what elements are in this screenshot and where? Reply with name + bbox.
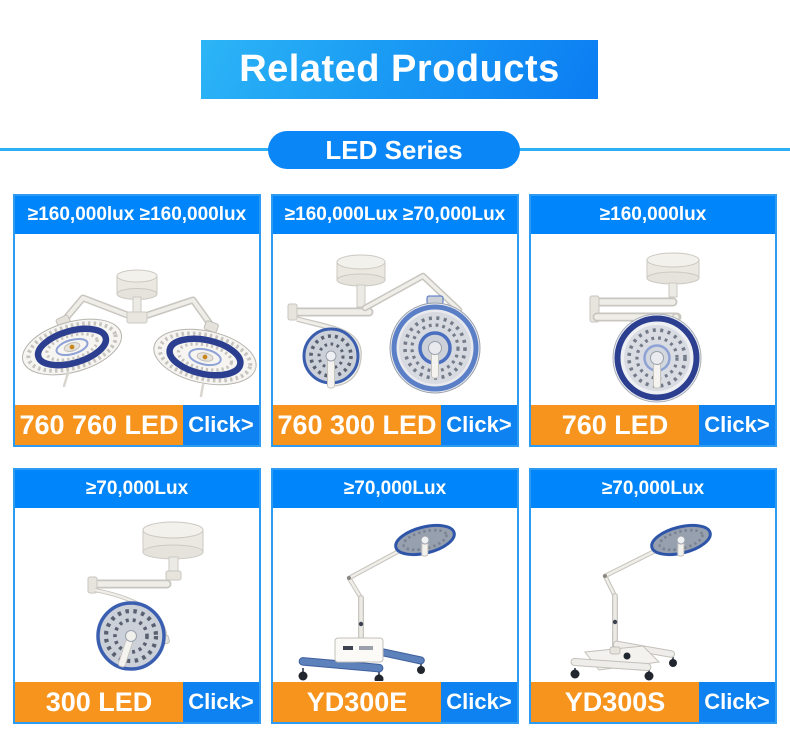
click-button[interactable]: Click>	[183, 682, 259, 722]
product-card-760-300-led[interactable]: ≥160,000Lux ≥70,000Lux	[271, 194, 519, 447]
single-head-ceiling-lamp-illustration	[87, 521, 204, 671]
dual-head-ceiling-lamp-illustration	[21, 269, 257, 398]
product-photo	[531, 508, 775, 682]
product-photo	[273, 234, 517, 405]
spec-banner: ≥160,000lux	[531, 196, 775, 234]
product-card-760-led[interactable]: ≥160,000lux	[529, 194, 777, 447]
product-card-yd300s[interactable]: ≥70,000Lux	[529, 468, 777, 724]
card-footer: 760 300 LED Click>	[273, 405, 517, 445]
spec-banner: ≥70,000Lux	[15, 470, 259, 508]
click-button[interactable]: Click>	[699, 682, 775, 722]
related-products-banner: Related Products	[201, 40, 598, 99]
product-grid-row-2: ≥70,000Lux	[13, 468, 777, 724]
card-footer: 300 LED Click>	[15, 682, 259, 722]
product-name: 760 300 LED	[273, 405, 441, 445]
click-button[interactable]: Click>	[441, 405, 517, 445]
product-name: YD300E	[273, 682, 441, 722]
product-photo	[15, 508, 259, 682]
product-name: 760 760 LED	[15, 405, 183, 445]
click-button[interactable]: Click>	[699, 405, 775, 445]
page-title: Related Products	[239, 48, 560, 90]
series-label: LED Series	[325, 134, 463, 165]
led-series-badge: LED Series	[268, 131, 520, 169]
spec-banner: ≥160,000Lux ≥70,000Lux	[273, 196, 517, 234]
product-card-300-led[interactable]: ≥70,000Lux	[13, 468, 261, 724]
card-footer: 760 LED Click>	[531, 405, 775, 445]
single-head-ceiling-lamp-illustration	[589, 252, 702, 403]
click-button[interactable]: Click>	[441, 682, 517, 722]
product-name: 760 LED	[531, 405, 699, 445]
spec-banner: ≥70,000Lux	[273, 470, 517, 508]
card-footer: 760 760 LED Click>	[15, 405, 259, 445]
product-photo	[15, 234, 259, 405]
product-name: 300 LED	[15, 682, 183, 722]
product-photo	[531, 234, 775, 405]
product-name: YD300S	[531, 682, 699, 722]
spec-banner: ≥160,000lux ≥160,000lux	[15, 196, 259, 234]
mobile-floor-lamp-illustration	[570, 523, 712, 680]
product-grid-row-1: ≥160,000lux ≥160,000lux	[13, 194, 777, 447]
product-photo	[273, 508, 517, 682]
click-button[interactable]: Click>	[183, 405, 259, 445]
dual-head-ceiling-lamp-illustration	[287, 254, 481, 394]
product-card-yd300e[interactable]: ≥70,000Lux	[271, 468, 519, 724]
card-footer: YD300S Click>	[531, 682, 775, 722]
product-card-760-760-led[interactable]: ≥160,000lux ≥160,000lux	[13, 194, 261, 447]
mobile-floor-lamp-illustration	[298, 523, 456, 681]
spec-banner: ≥70,000Lux	[531, 470, 775, 508]
card-footer: YD300E Click>	[273, 682, 517, 722]
